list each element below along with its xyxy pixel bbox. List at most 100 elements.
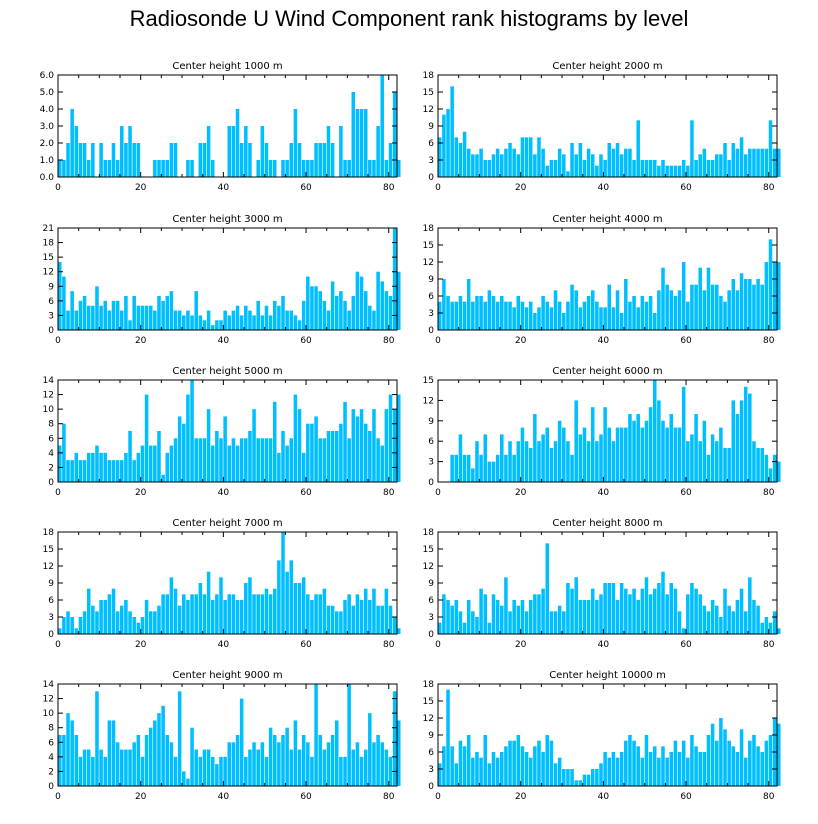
histogram-bar [640, 588, 645, 634]
histogram-bar [504, 148, 508, 177]
histogram-bar [161, 705, 165, 786]
histogram-bar [388, 756, 393, 786]
histogram-bar [301, 300, 306, 330]
histogram-bar [603, 407, 607, 482]
histogram-bar [268, 438, 273, 482]
histogram-bar [475, 617, 479, 634]
histogram-bar [706, 160, 711, 177]
histogram-bar [512, 600, 516, 634]
histogram-bar [91, 143, 95, 177]
histogram-bar [165, 160, 170, 177]
histogram-bar [479, 148, 483, 177]
x-tick-label: 0 [55, 640, 61, 650]
histogram-bar [235, 600, 240, 634]
histogram-bar [256, 438, 260, 482]
histogram-bar [739, 588, 744, 634]
histogram-bar [384, 409, 389, 482]
histogram-bar [615, 290, 620, 330]
histogram-bar [301, 735, 306, 786]
histogram-bar [268, 727, 273, 786]
panel-title: Center height 6000 m [552, 366, 662, 377]
histogram-bar [632, 420, 636, 482]
y-tick-label: 2.0 [40, 139, 55, 149]
histogram-bar [735, 414, 740, 482]
histogram-bar [640, 757, 645, 786]
histogram-bar [190, 315, 194, 330]
histogram-bar [520, 746, 525, 786]
y-tick-label: 0 [428, 782, 434, 792]
histogram-bar [475, 296, 479, 330]
histogram-bar [182, 315, 186, 330]
histogram-bar [285, 160, 289, 177]
histogram-bar [215, 764, 219, 786]
x-tick-label: 20 [515, 640, 527, 650]
histogram-bar [545, 301, 550, 330]
histogram-bar [508, 301, 512, 330]
histogram-bar [690, 583, 694, 634]
x-tick-label: 80 [763, 792, 775, 802]
histogram-bar [227, 315, 232, 330]
histogram-bar [314, 286, 318, 330]
histogram-bar [665, 284, 669, 330]
histogram-bar [772, 148, 777, 177]
x-tick-label: 40 [218, 336, 230, 346]
histogram-bar [648, 160, 653, 177]
histogram-bar [632, 160, 636, 177]
x-tick-label: 20 [515, 336, 527, 346]
histogram-bar [748, 148, 752, 177]
histogram-bar [248, 577, 252, 634]
histogram-bar [698, 267, 702, 330]
histogram-bar [157, 605, 161, 634]
histogram-bar [103, 160, 108, 177]
histogram-bar [95, 691, 99, 786]
histogram-bar [495, 454, 500, 482]
histogram-bar [297, 749, 302, 786]
histogram-bar [244, 438, 248, 482]
histogram-bar [702, 605, 707, 634]
histogram-bar [111, 143, 116, 177]
histogram-bar [648, 296, 653, 330]
histogram-bar [198, 438, 203, 482]
histogram-bar [107, 460, 112, 482]
histogram-bar [570, 769, 574, 786]
x-tick-label: 20 [135, 183, 147, 193]
histogram-bar [508, 611, 512, 634]
histogram-bar [281, 532, 285, 634]
histogram-bar [562, 769, 566, 786]
histogram-bar [731, 143, 736, 177]
histogram-bar [169, 291, 174, 330]
plot-frame [57, 227, 398, 331]
histogram-bar [368, 160, 372, 177]
y-tick-label: 8 [48, 724, 54, 734]
histogram-bar [153, 160, 157, 177]
histogram-bar [351, 296, 356, 330]
histogram-bar [462, 131, 467, 177]
histogram-bar [136, 143, 141, 177]
y-tick-label: 3 [428, 156, 434, 166]
histogram-bar [392, 617, 397, 634]
histogram-bar [719, 718, 723, 786]
histogram-bar [681, 160, 686, 177]
histogram-bar [586, 774, 591, 786]
histogram-bar [297, 583, 302, 634]
y-tick-label: 6 [428, 292, 434, 302]
histogram-bar [397, 160, 401, 177]
histogram-bar [537, 137, 541, 177]
histogram-bar [66, 611, 70, 634]
histogram-bar [339, 756, 343, 786]
y-tick-label: 6 [428, 139, 434, 149]
histogram-bar [289, 310, 294, 330]
histogram-bar [297, 143, 302, 177]
histogram-bar [652, 313, 657, 330]
histogram-bar [644, 301, 649, 330]
histogram-bar [615, 427, 620, 482]
histogram-bar [562, 427, 566, 482]
histogram-bar [462, 301, 467, 330]
x-tick-label: 60 [680, 336, 692, 346]
histogram-bar [326, 310, 331, 330]
histogram-bar [206, 571, 211, 634]
histogram-bar [686, 594, 690, 634]
histogram-bar [466, 454, 471, 482]
histogram-bar [256, 594, 260, 634]
x-tick-label: 40 [218, 183, 230, 193]
